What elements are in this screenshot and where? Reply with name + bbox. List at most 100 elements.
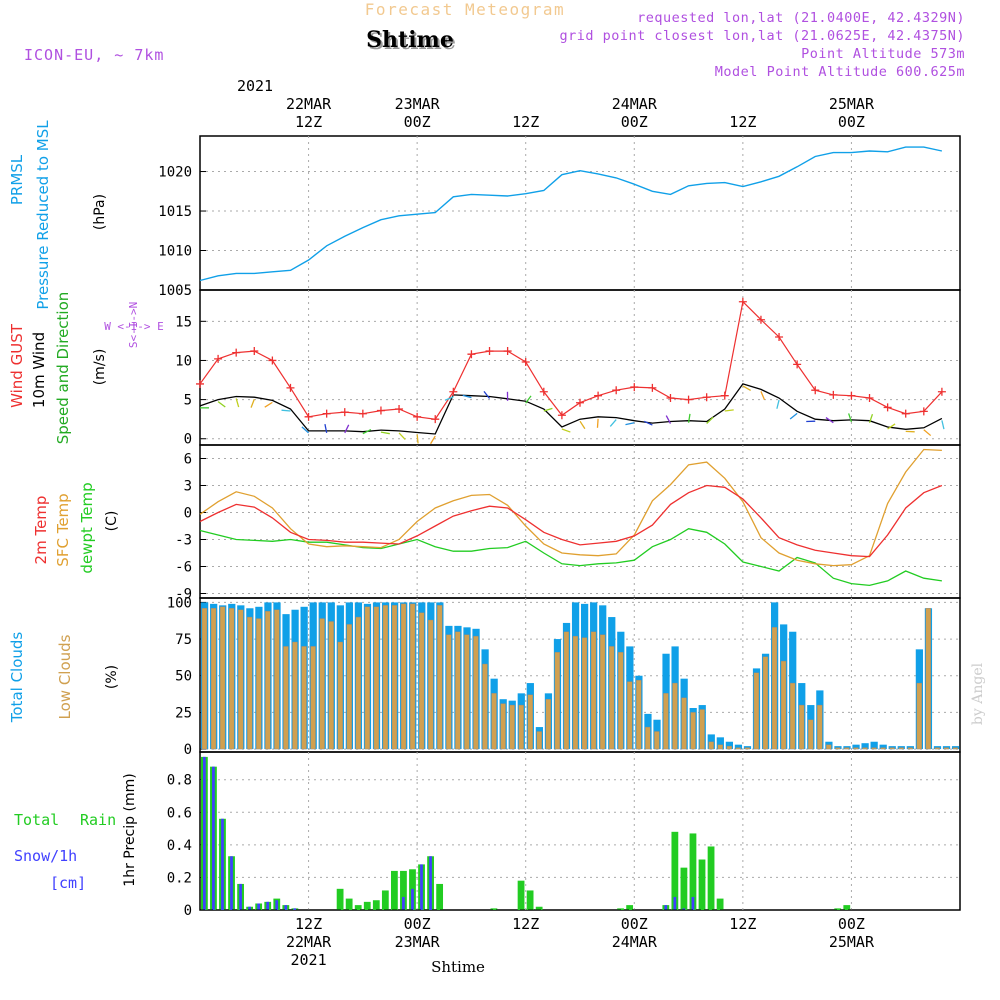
rain-bar bbox=[336, 888, 344, 910]
snow-bar bbox=[691, 896, 695, 910]
model-altitude: Model Point Altitude 600.625m bbox=[715, 64, 965, 80]
low-cloud-bar bbox=[617, 652, 624, 750]
low-cloud-bar bbox=[735, 747, 741, 750]
top-hour-label: 12Z bbox=[512, 113, 539, 131]
bottom-date-label: 25MAR bbox=[829, 933, 875, 951]
total-clouds-label: Total Clouds bbox=[8, 632, 26, 724]
wind-arrow bbox=[742, 385, 751, 392]
rain-bar bbox=[707, 846, 715, 910]
low-cloud-bar bbox=[427, 619, 434, 750]
wind-arrow bbox=[706, 416, 714, 424]
total-cloud-bar bbox=[870, 741, 878, 750]
rain-bar bbox=[490, 908, 498, 910]
pressure-panel: PRMSL Pressure Reduced to MSL (hPa) 1005… bbox=[8, 120, 961, 310]
point-altitude: Point Altitude 573m bbox=[801, 46, 965, 62]
gust-marker bbox=[413, 412, 422, 421]
precip-total-label: Total bbox=[14, 811, 59, 829]
low-cloud-bar bbox=[636, 679, 642, 750]
gust-marker bbox=[286, 383, 295, 392]
y-tick-label: 0 bbox=[184, 742, 192, 758]
low-cloud-bar bbox=[681, 697, 687, 750]
gust-marker bbox=[467, 350, 476, 359]
wind-arrow bbox=[687, 413, 691, 423]
wind-arrow bbox=[525, 395, 532, 404]
rain-bar bbox=[391, 870, 398, 910]
rain-bar bbox=[345, 898, 353, 910]
wind-arrow bbox=[444, 396, 454, 401]
rain-bar bbox=[716, 898, 724, 910]
wind-arrow bbox=[643, 420, 653, 426]
temp-2m-line bbox=[199, 484, 943, 558]
low-cloud-bar bbox=[844, 747, 850, 750]
top-title: Forecast Meteogram bbox=[365, 0, 565, 19]
rain-bar bbox=[354, 905, 362, 910]
y-tick-label: 10 bbox=[175, 353, 192, 369]
top-hour-label: 12Z bbox=[729, 113, 756, 131]
gust-marker bbox=[720, 391, 729, 400]
total-cloud-bar bbox=[861, 743, 869, 750]
y-tick-label: 1015 bbox=[158, 204, 192, 220]
pressure-label-prmsl: PRMSL bbox=[8, 154, 26, 205]
y-tick-label: 25 bbox=[175, 705, 192, 721]
wind-arrow bbox=[281, 409, 291, 412]
low-cloud-bar bbox=[862, 747, 868, 750]
gust-marker bbox=[684, 395, 693, 404]
precip-panel: Total Rain Snow/1h [cm] 1hr Precip (mm) … bbox=[14, 751, 961, 919]
station-title-shadow: Shtime bbox=[368, 29, 456, 55]
gust-marker bbox=[937, 387, 946, 396]
rain-bar bbox=[400, 870, 407, 910]
wind-arrow bbox=[301, 426, 310, 434]
y-tick-label: 6 bbox=[184, 452, 192, 468]
grid-point-coords: grid point closest lon,lat (21.0625E, 42… bbox=[559, 28, 965, 44]
y-tick-label: 1020 bbox=[158, 165, 192, 181]
wind-arrow bbox=[416, 434, 419, 444]
wind-arrow bbox=[398, 432, 406, 440]
low-cloud-bar bbox=[310, 646, 316, 750]
wind-arrow bbox=[609, 419, 617, 427]
low-cloud-bar bbox=[889, 747, 895, 750]
bottom-hour-label: 12Z bbox=[512, 915, 539, 933]
low-cloud-bar bbox=[446, 634, 452, 750]
gust-marker bbox=[268, 356, 277, 365]
low-cloud-bar bbox=[364, 606, 371, 750]
rain-bar bbox=[680, 867, 688, 910]
wind-arrow bbox=[724, 409, 734, 412]
gust-marker bbox=[232, 348, 241, 357]
dewpt-line bbox=[199, 528, 942, 587]
snow-bar bbox=[212, 766, 215, 910]
compass-sn: S<-I->N bbox=[127, 302, 140, 348]
top-date-label: 24MAR bbox=[612, 95, 658, 113]
low-cloud-bar bbox=[943, 747, 950, 750]
rain-bar bbox=[517, 880, 525, 910]
snow-bar bbox=[257, 903, 260, 910]
gust-marker bbox=[576, 398, 584, 407]
gust-marker bbox=[594, 391, 603, 400]
low-cloud-bar bbox=[391, 605, 398, 750]
low-cloud-bar bbox=[382, 605, 389, 750]
rain-bar bbox=[372, 900, 380, 910]
low-cloud-bar bbox=[337, 641, 343, 750]
gust-marker bbox=[793, 360, 802, 369]
low-cloud-bar bbox=[744, 747, 751, 750]
low-cloud-bar bbox=[807, 719, 814, 750]
low-cloud-bar bbox=[726, 745, 732, 750]
snow-bar bbox=[682, 908, 686, 910]
wind-label: 10m Wind bbox=[30, 332, 48, 408]
gust-marker bbox=[865, 394, 874, 403]
gust-marker bbox=[431, 415, 440, 424]
y-tick-label: 1005 bbox=[158, 283, 192, 299]
low-cloud-bar bbox=[708, 741, 714, 750]
low-cloud-bar bbox=[464, 634, 470, 750]
low-cloud-bar bbox=[536, 731, 542, 750]
gust-marker bbox=[449, 387, 458, 396]
snow-bar bbox=[221, 818, 224, 910]
low-cloud-bar bbox=[256, 618, 262, 750]
low-cloud-bar bbox=[952, 747, 959, 750]
top-date-label: 25MAR bbox=[829, 95, 875, 113]
gust-marker bbox=[521, 358, 530, 367]
low-cloud-bar bbox=[328, 621, 334, 750]
compass-we: W <-I-> E bbox=[104, 320, 164, 333]
low-cloud-bar bbox=[355, 616, 361, 750]
top-hour-label: 00Z bbox=[838, 113, 865, 131]
